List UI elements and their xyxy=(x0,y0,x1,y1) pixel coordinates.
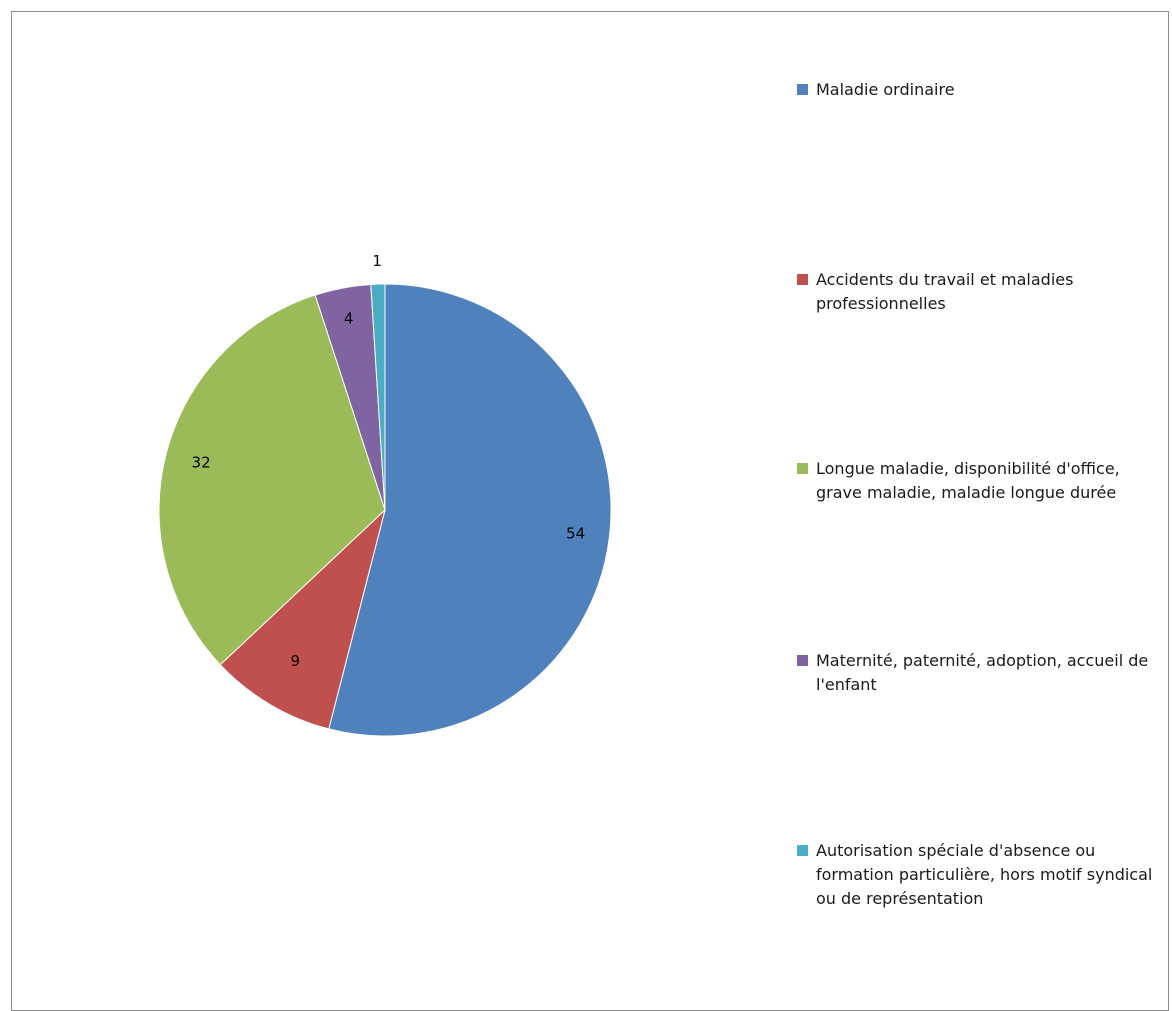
pie-slice-accidents-travail xyxy=(219,508,386,730)
legend-swatch xyxy=(797,84,808,95)
pie-slice-maladie-ordinaire xyxy=(328,283,612,737)
legend-swatch xyxy=(797,655,808,666)
legend-item-autorisation-speciale: Autorisation spéciale d'absence ou forma… xyxy=(797,839,1167,911)
legend-item-maladie-ordinaire: Maladie ordinaire xyxy=(797,78,1167,102)
data-label-autorisation-speciale: 1 xyxy=(372,252,382,270)
legend-item-longue-maladie: Longue maladie, disponibilité d'office, … xyxy=(797,457,1167,505)
legend-swatch xyxy=(797,274,808,285)
legend-swatch xyxy=(797,463,808,474)
pie-slices xyxy=(158,283,612,737)
legend-item-accidents-travail: Accidents du travail et maladies profess… xyxy=(797,268,1167,316)
pie-slice-longue-maladie xyxy=(158,294,386,666)
data-label-maternite: 4 xyxy=(344,310,354,328)
data-label-longue-maladie: 32 xyxy=(192,453,211,471)
pie-slice-autorisation-speciale xyxy=(370,283,386,511)
data-label-accidents-travail: 9 xyxy=(291,652,301,670)
legend-label: Maternité, paternité, adoption, accueil … xyxy=(816,651,1149,694)
data-label-maladie-ordinaire: 54 xyxy=(566,525,585,543)
legend-label: Autorisation spéciale d'absence ou forma… xyxy=(816,841,1153,908)
legend-label: Maladie ordinaire xyxy=(816,80,955,99)
pie-data-labels: 54 9 32 4 1 xyxy=(192,252,586,670)
legend-label: Longue maladie, disponibilité d'office, … xyxy=(816,459,1120,502)
legend-item-maternite: Maternité, paternité, adoption, accueil … xyxy=(797,649,1167,697)
legend-swatch xyxy=(797,845,808,856)
legend-label: Accidents du travail et maladies profess… xyxy=(816,270,1074,313)
